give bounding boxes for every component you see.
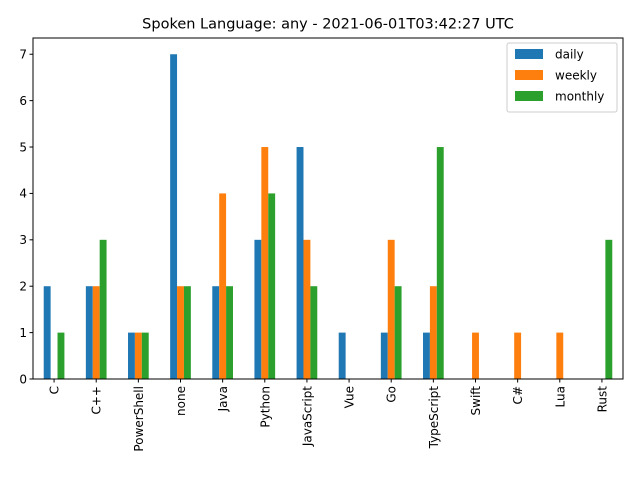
bars-layer	[43, 54, 613, 380]
y-tick-label-0: 0	[19, 372, 27, 386]
y-tick-label-6: 6	[19, 94, 27, 108]
x-tick-label-9: TypeScript	[427, 386, 441, 450]
bar-monthly-3	[183, 286, 191, 379]
chart-title: Spoken Language: any - 2021-06-01T03:42:…	[142, 17, 514, 33]
bar-weekly-5	[261, 147, 269, 379]
y-tick-label-7: 7	[19, 48, 27, 62]
bar-daily-0	[43, 286, 51, 379]
legend-swatch-daily	[515, 49, 543, 59]
y-tick-label-3: 3	[19, 233, 27, 247]
bar-monthly-5	[268, 193, 276, 379]
x-axis: C C++ PowerShell none Java Python JavaScript Vu…	[48, 379, 609, 452]
bar-weekly-11	[514, 332, 522, 379]
bar-weekly-9	[429, 286, 437, 379]
bar-daily-6	[296, 147, 304, 379]
x-tick-label-0: C	[48, 386, 62, 394]
bar-monthly-9	[436, 147, 444, 379]
bar-daily-4	[212, 286, 220, 379]
bar-daily-1	[85, 286, 93, 379]
x-tick-label-4: Java	[216, 386, 230, 412]
plot-frame	[32, 37, 624, 380]
legend-label-monthly: monthly	[555, 90, 604, 104]
bar-weekly-6	[303, 239, 311, 379]
y-tick-label-5: 5	[19, 140, 27, 154]
bar-weekly-4	[219, 193, 227, 379]
bar-daily-5	[254, 239, 262, 379]
bar-monthly-4	[226, 286, 233, 379]
bar-weekly-10	[472, 332, 479, 379]
x-tick-label-2: PowerShell	[132, 386, 146, 452]
legend-label-daily: daily	[555, 48, 584, 62]
x-tick-label-3: none	[174, 386, 188, 416]
x-tick-label-6: JavaScript	[300, 386, 314, 447]
bar-monthly-0	[57, 332, 65, 379]
bar-weekly-1	[92, 286, 100, 379]
bar-daily-3	[170, 54, 178, 380]
bar-daily-2	[128, 332, 135, 379]
x-tick-label-12: Lua	[553, 386, 567, 407]
legend-swatch-weekly	[515, 70, 543, 80]
y-tick-label-1: 1	[19, 326, 27, 340]
bar-weekly-3	[177, 286, 184, 379]
y-tick-label-2: 2	[19, 280, 27, 294]
x-tick-label-13: Rust	[595, 386, 609, 413]
legend: daily weekly monthly	[506, 42, 618, 113]
bar-weekly-12	[556, 332, 564, 379]
bar-daily-9	[423, 332, 430, 379]
bar-monthly-1	[99, 239, 107, 379]
bar-daily-7	[338, 332, 346, 379]
legend-label-weekly: weekly	[555, 69, 597, 83]
bar-monthly-6	[310, 286, 318, 379]
x-tick-label-1: C++	[90, 386, 104, 415]
y-tick-label-4: 4	[19, 187, 27, 201]
bar-monthly-13	[605, 239, 613, 379]
bar-weekly-8	[387, 239, 395, 379]
y-axis: 0 1 2 3 4 5 6 7	[19, 48, 33, 386]
x-tick-label-11: C#	[511, 386, 525, 404]
bar-daily-8	[380, 332, 388, 379]
x-tick-label-10: Swift	[469, 386, 483, 416]
x-tick-label-8: Go	[385, 386, 399, 403]
bar-monthly-8	[394, 286, 402, 379]
x-tick-label-7: Vue	[343, 386, 357, 408]
x-tick-label-5: Python	[258, 386, 272, 428]
bar-monthly-2	[141, 332, 149, 379]
legend-swatch-monthly	[515, 91, 543, 101]
bar-weekly-2	[134, 332, 142, 379]
